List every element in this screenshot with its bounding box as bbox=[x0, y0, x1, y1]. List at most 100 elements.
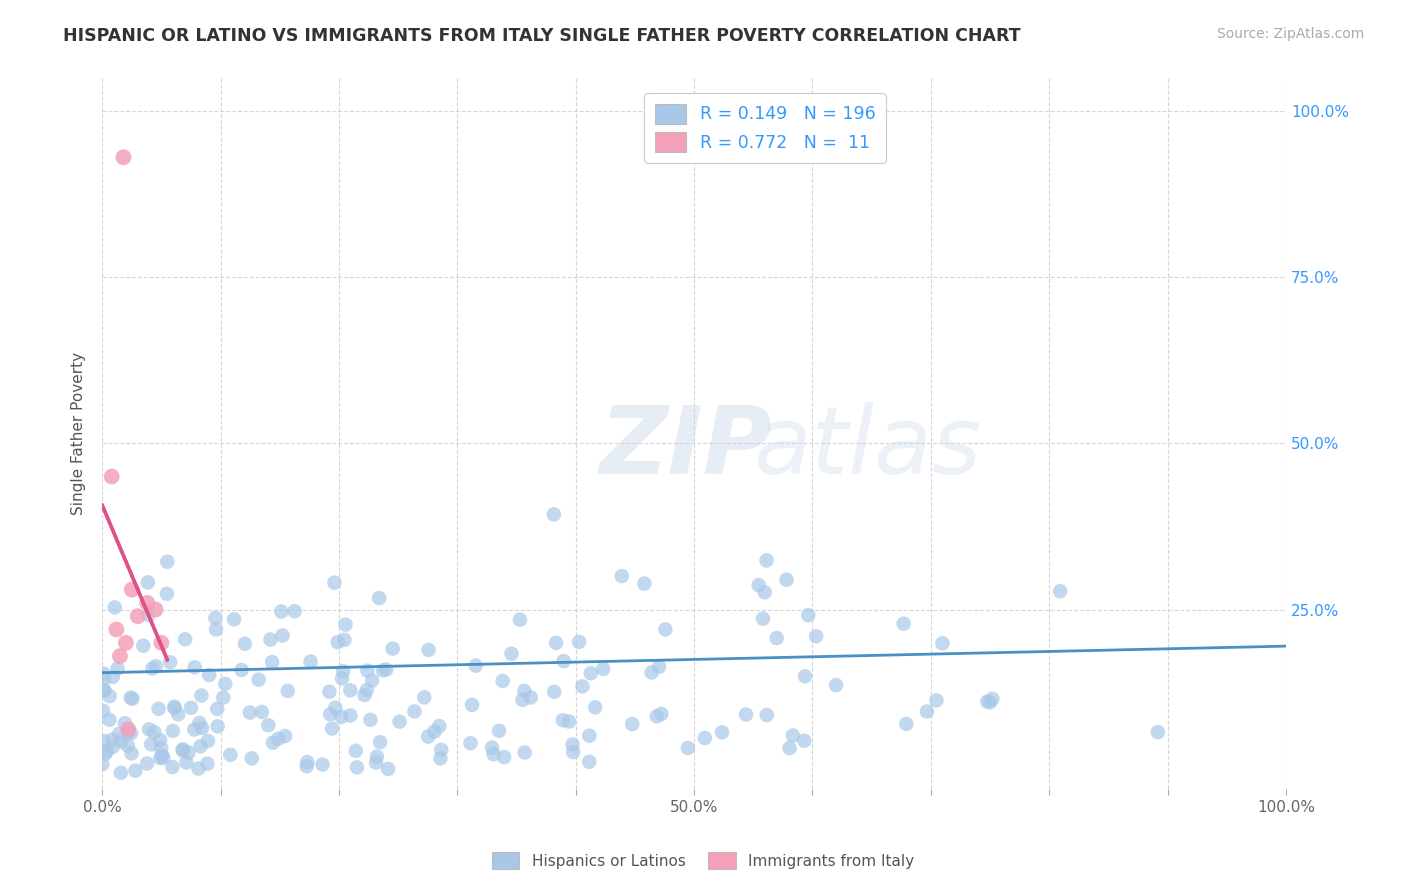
Point bbox=[139, 737, 162, 751]
Point bbox=[754, 585, 776, 599]
Point bbox=[167, 707, 190, 722]
Point bbox=[117, 723, 139, 737]
Point bbox=[368, 735, 391, 749]
Point bbox=[797, 608, 820, 623]
Point bbox=[150, 748, 173, 763]
Point bbox=[1049, 584, 1071, 599]
Point bbox=[284, 604, 307, 618]
Point bbox=[793, 733, 815, 747]
Point bbox=[344, 744, 367, 758]
Point bbox=[262, 736, 284, 750]
Point bbox=[195, 756, 218, 771]
Point bbox=[91, 704, 114, 718]
Point bbox=[159, 655, 181, 669]
Point bbox=[578, 755, 600, 769]
Point bbox=[353, 688, 375, 702]
Point bbox=[648, 659, 671, 673]
Point bbox=[149, 733, 172, 747]
Point bbox=[794, 669, 817, 683]
Point bbox=[562, 745, 585, 759]
Point bbox=[333, 632, 356, 647]
Point bbox=[583, 700, 606, 714]
Point bbox=[492, 673, 515, 688]
Point bbox=[765, 631, 787, 645]
Point bbox=[356, 664, 378, 678]
Point bbox=[156, 587, 179, 601]
Point bbox=[100, 469, 122, 483]
Point bbox=[207, 702, 229, 716]
Point bbox=[418, 730, 440, 744]
Point bbox=[976, 694, 998, 708]
Point bbox=[162, 760, 184, 774]
Point bbox=[101, 739, 124, 754]
Point bbox=[274, 729, 297, 743]
Point bbox=[299, 655, 322, 669]
Point bbox=[633, 576, 655, 591]
Point bbox=[650, 706, 672, 721]
Point bbox=[645, 709, 668, 723]
Text: ZIP: ZIP bbox=[599, 401, 772, 493]
Point bbox=[233, 637, 256, 651]
Point bbox=[318, 684, 340, 698]
Point bbox=[141, 662, 163, 676]
Point bbox=[259, 632, 281, 647]
Point bbox=[297, 755, 319, 769]
Point bbox=[150, 741, 173, 756]
Point bbox=[172, 742, 194, 756]
Point bbox=[578, 729, 600, 743]
Point bbox=[779, 741, 801, 756]
Point bbox=[311, 757, 333, 772]
Point bbox=[404, 705, 426, 719]
Point bbox=[110, 765, 132, 780]
Point bbox=[149, 751, 172, 765]
Point bbox=[117, 725, 139, 739]
Point bbox=[174, 632, 197, 647]
Point bbox=[544, 636, 567, 650]
Point bbox=[346, 760, 368, 774]
Point bbox=[271, 628, 294, 642]
Point bbox=[332, 665, 354, 679]
Point bbox=[190, 739, 212, 754]
Point bbox=[481, 740, 503, 755]
Point bbox=[430, 743, 453, 757]
Point bbox=[240, 751, 263, 765]
Point bbox=[359, 713, 381, 727]
Point bbox=[654, 623, 676, 637]
Text: atlas: atlas bbox=[754, 402, 981, 493]
Point bbox=[326, 635, 349, 649]
Point bbox=[136, 575, 159, 590]
Point bbox=[735, 707, 758, 722]
Point bbox=[277, 684, 299, 698]
Point bbox=[519, 690, 541, 705]
Point bbox=[136, 596, 159, 610]
Point bbox=[553, 654, 575, 668]
Point bbox=[330, 672, 353, 686]
Point bbox=[621, 717, 644, 731]
Point bbox=[512, 693, 534, 707]
Point bbox=[429, 751, 451, 765]
Point bbox=[231, 663, 253, 677]
Point bbox=[361, 673, 384, 688]
Point bbox=[371, 664, 394, 678]
Point bbox=[267, 731, 290, 746]
Point bbox=[207, 719, 229, 733]
Point bbox=[148, 702, 170, 716]
Point bbox=[748, 578, 770, 592]
Point bbox=[896, 717, 918, 731]
Point bbox=[93, 683, 115, 698]
Point bbox=[214, 677, 236, 691]
Point bbox=[110, 734, 132, 748]
Point bbox=[981, 692, 1004, 706]
Point bbox=[163, 699, 186, 714]
Point bbox=[101, 670, 124, 684]
Point bbox=[115, 636, 138, 650]
Point bbox=[366, 749, 388, 764]
Point bbox=[120, 726, 142, 740]
Point bbox=[325, 700, 347, 714]
Point bbox=[114, 716, 136, 731]
Point bbox=[513, 684, 536, 698]
Point bbox=[96, 744, 118, 758]
Point bbox=[198, 668, 221, 682]
Point bbox=[94, 747, 117, 761]
Y-axis label: Single Father Poverty: Single Father Poverty bbox=[72, 351, 86, 515]
